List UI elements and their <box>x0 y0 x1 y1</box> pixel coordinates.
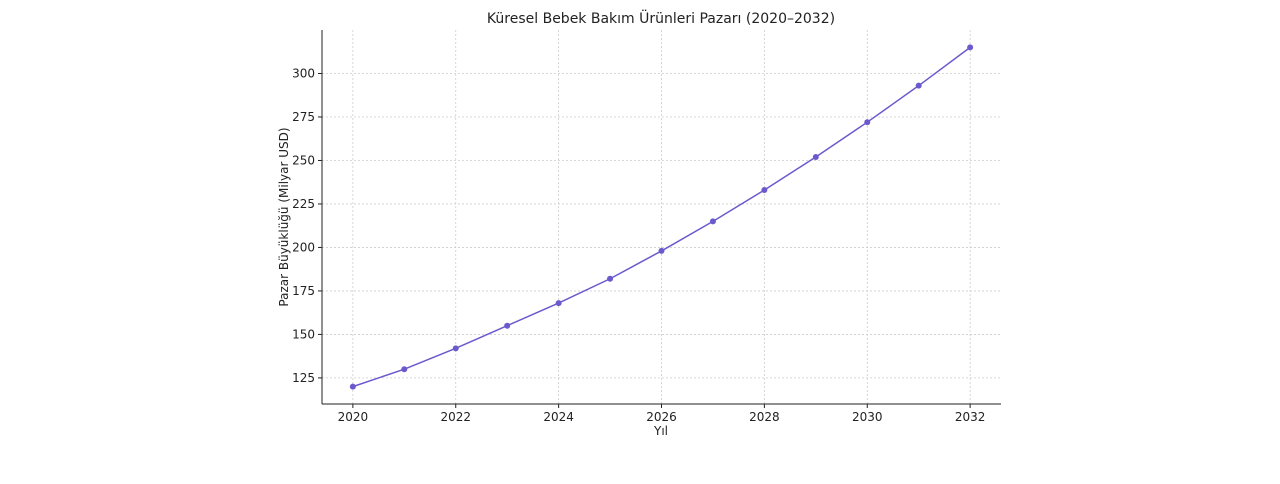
y-tick-label: 125 <box>292 371 315 385</box>
y-tick-label: 250 <box>292 153 315 167</box>
y-tick-label: 300 <box>292 66 315 80</box>
series <box>349 44 974 390</box>
data-point <box>658 247 665 254</box>
data-point <box>915 82 922 89</box>
y-tick-label: 200 <box>292 240 315 254</box>
data-point <box>452 345 459 352</box>
data-point <box>864 119 871 126</box>
ticks: 2020 2022 2024 2026 2028 2030 2032 125 150 175 200… <box>292 66 985 424</box>
data-point <box>504 322 511 329</box>
grid <box>322 30 1001 404</box>
y-tick-label: 225 <box>292 197 315 211</box>
data-point <box>709 218 716 225</box>
y-axis-label: Pazar Büyüklüğü (Milyar USD) <box>277 127 291 306</box>
chart-title: Küresel Bebek Bakım Ürünleri Pazarı (202… <box>487 9 835 27</box>
x-tick-label: 2028 <box>749 410 780 424</box>
x-tick-label: 2024 <box>543 410 574 424</box>
data-point <box>761 187 768 194</box>
x-axis-label: Yıl <box>653 424 668 438</box>
y-tick-label: 150 <box>292 327 315 341</box>
data-point <box>607 275 614 282</box>
data-point <box>401 366 408 373</box>
y-tick-label: 275 <box>292 110 315 124</box>
data-point <box>967 44 974 51</box>
x-tick-label: 2030 <box>852 410 883 424</box>
y-tick-label: 175 <box>292 284 315 298</box>
x-tick-label: 2022 <box>440 410 471 424</box>
data-point <box>555 300 562 307</box>
x-tick-label: 2020 <box>338 410 369 424</box>
data-point <box>812 153 819 160</box>
x-tick-label: 2026 <box>646 410 677 424</box>
data-point <box>349 383 356 390</box>
x-tick-label: 2032 <box>955 410 986 424</box>
